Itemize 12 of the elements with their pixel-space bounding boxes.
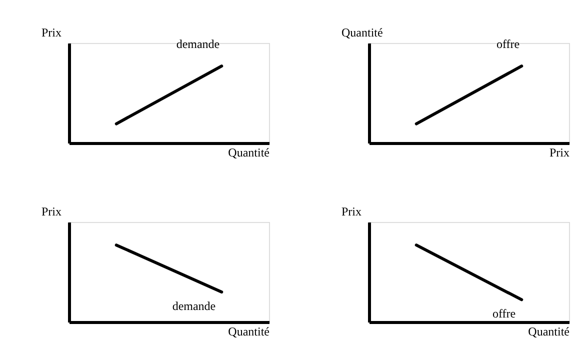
y-axis-title: Prix [42, 204, 62, 218]
x-axis-title: Quantité [528, 324, 570, 338]
series-label: offre [496, 37, 520, 52]
x-axis-title: Quantité [228, 324, 270, 338]
series-label: offre [492, 306, 516, 321]
series-label: demande [172, 299, 216, 313]
y-axis-title: Prix [342, 204, 362, 218]
y-axis-title: Quantité [342, 26, 383, 40]
x-axis-title: Quantité [228, 146, 270, 160]
x-axis-title: Prix [549, 146, 570, 160]
series-label: demande [176, 37, 220, 52]
y-axis-title: Prix [42, 26, 62, 40]
